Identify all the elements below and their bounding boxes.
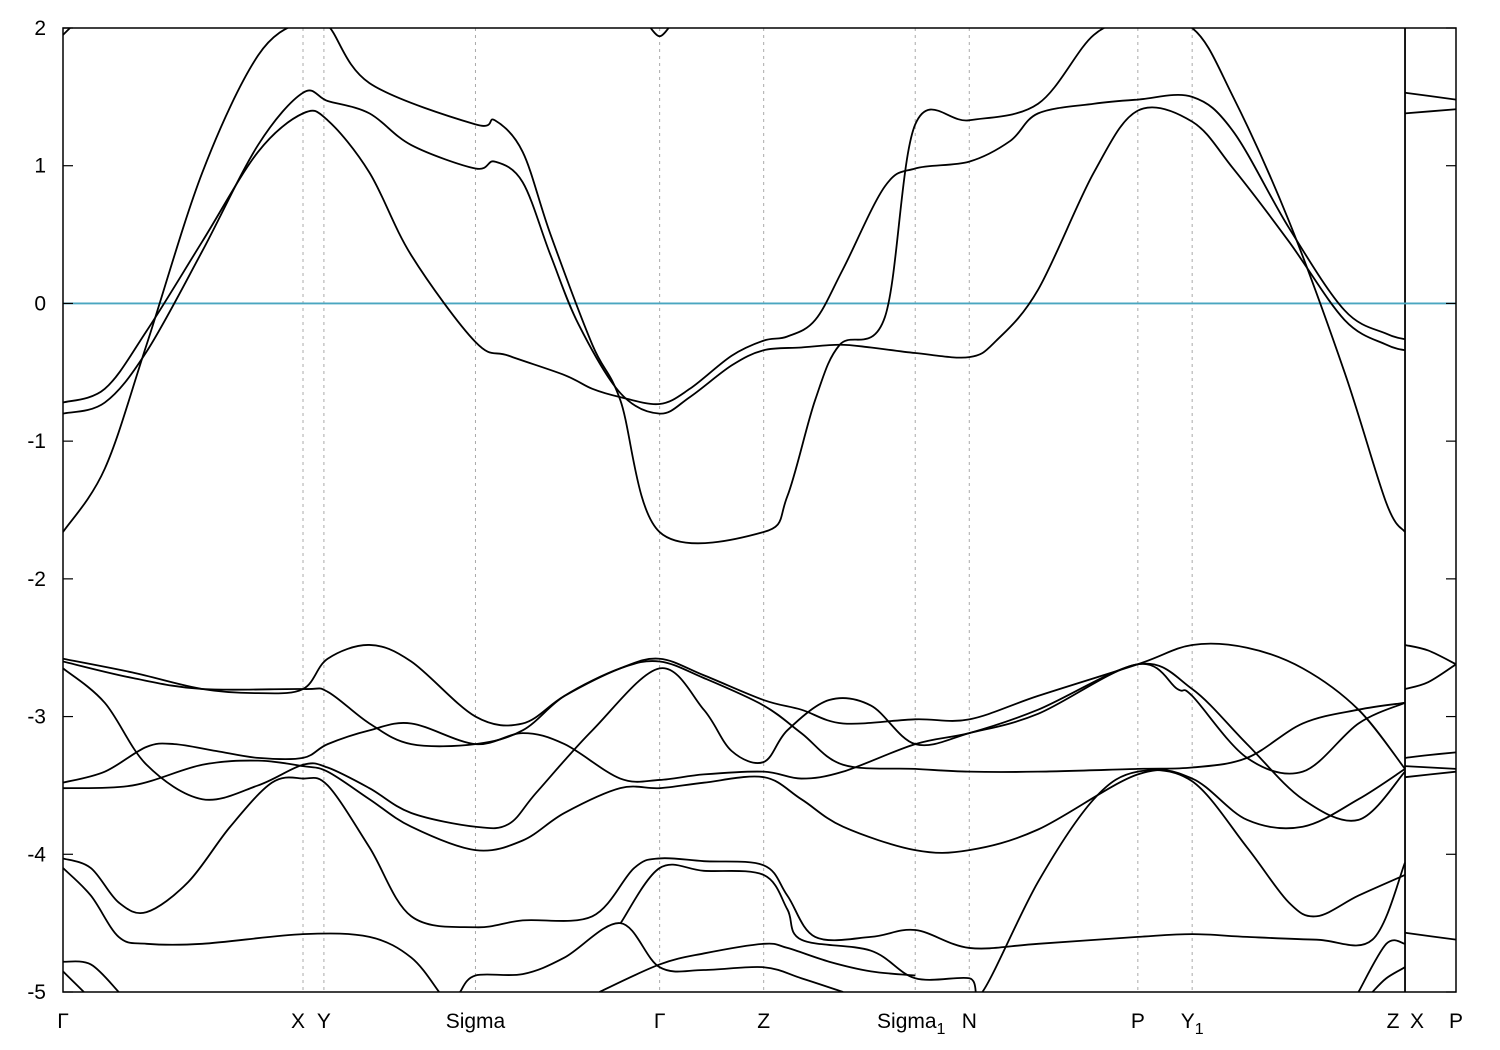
x-tick-label: P (1449, 1010, 1463, 1033)
x-tick-label: Γ (57, 1010, 69, 1033)
y-tick-label: -1 (27, 430, 46, 453)
band-23 (1404, 751, 1456, 759)
band-11 (63, 759, 1406, 854)
x-tick-label-text: Sigma (446, 1010, 506, 1033)
x-tick-label: Γ (654, 1010, 666, 1033)
axes: 210-1-2-3-4-5Γ X Y Sigma Γ Z Sigma1 N P Y1 Z X P (27, 17, 1463, 1038)
band-6 (1404, 91, 1456, 101)
x-tick-label-text: Y (1181, 1010, 1195, 1033)
x-tick-label-text: Γ (654, 1010, 666, 1033)
band-0 (63, 94, 1406, 406)
band-18 (598, 942, 916, 992)
plot-frame (62, 27, 1457, 993)
symmetry-point-lines (302, 28, 1406, 992)
band-12 (63, 776, 1406, 950)
x-tick-label: Z (1387, 1010, 1400, 1033)
x-tick-label: Sigma (446, 1010, 506, 1033)
band-5 (1404, 108, 1456, 115)
y-tick-label: -3 (27, 706, 46, 729)
x-tick-label-text: X (291, 1010, 305, 1033)
x-tick-label-text: Z (1387, 1010, 1400, 1033)
x-tick-label-subscript: 1 (937, 1021, 946, 1038)
x-tick-label-text: Z (757, 1010, 770, 1033)
band-22 (1404, 663, 1456, 690)
x-tick-label-text: Y (317, 1010, 331, 1033)
y-tick-label: -5 (27, 981, 46, 1004)
band-19 (1357, 939, 1406, 992)
x-tick-label: X (1410, 1010, 1424, 1033)
x-tick-label: X (291, 1010, 305, 1033)
x-tick-label-text: X (1410, 1010, 1424, 1033)
band-13 (63, 867, 440, 992)
x-tick-label: Y1 (1181, 1010, 1204, 1038)
x-tick-label-text: P (1449, 1010, 1463, 1033)
band-20 (1371, 966, 1406, 992)
x-tick-label-text: Sigma (877, 1010, 937, 1033)
band-25 (1404, 770, 1456, 779)
x-tick-label-text: N (962, 1010, 977, 1033)
x-tick-label: Y (317, 1010, 331, 1033)
band-lines (63, 28, 1456, 992)
x-tick-label: P (1131, 1010, 1145, 1033)
x-tick-label-subscript: 1 (1195, 1021, 1204, 1038)
y-tick-label: 0 (34, 292, 46, 315)
band-8 (63, 660, 1406, 773)
x-tick-label: N (962, 1010, 977, 1033)
band-15 (63, 960, 120, 992)
x-tick-label: Z (757, 1010, 770, 1033)
y-tick-label: 2 (34, 17, 46, 40)
band-10 (63, 662, 1406, 822)
x-tick-label-text: P (1131, 1010, 1145, 1033)
band-2 (63, 28, 1406, 545)
band-24 (1404, 765, 1456, 770)
band-9 (63, 663, 1406, 830)
y-tick-label: -4 (27, 843, 46, 866)
y-tick-label: -2 (27, 568, 46, 591)
y-tick-label: 1 (34, 155, 46, 178)
band-16 (63, 970, 85, 992)
x-tick-label: Sigma1 (877, 1010, 946, 1038)
band-1 (63, 89, 1406, 415)
band-17 (459, 922, 844, 992)
band-21 (1404, 644, 1456, 666)
band-26 (1404, 931, 1456, 941)
band-7 (63, 642, 1406, 770)
x-tick-label-text: Γ (57, 1010, 69, 1033)
band-14 (619, 769, 1406, 992)
